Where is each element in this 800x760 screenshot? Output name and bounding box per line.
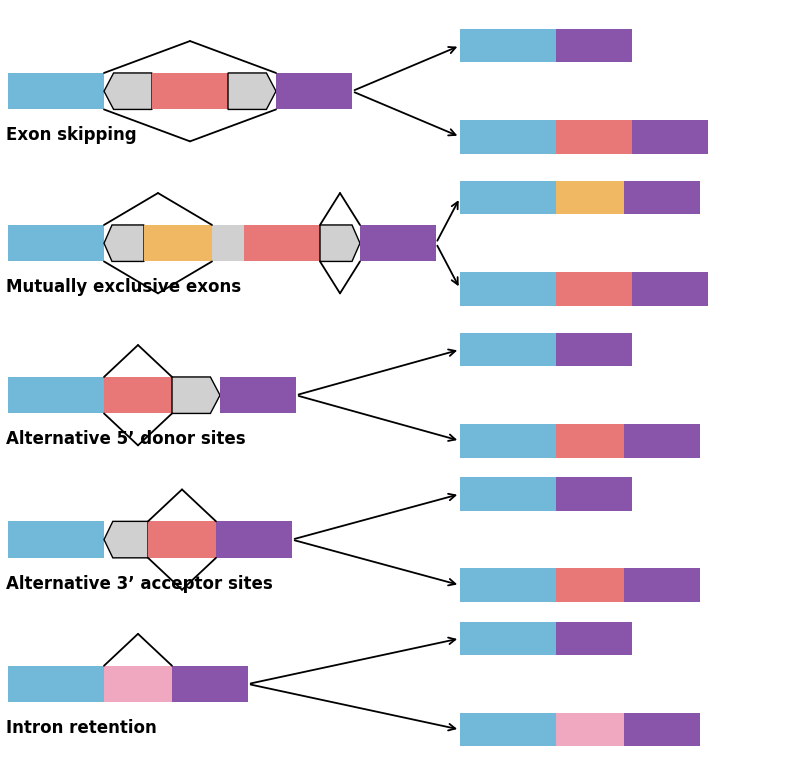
Text: Intron retention: Intron retention [6, 719, 157, 737]
Bar [624, 568, 700, 602]
Bar [148, 521, 216, 558]
Bar [632, 120, 708, 154]
Polygon shape [104, 225, 144, 261]
Bar [624, 424, 700, 458]
Bar [624, 713, 700, 746]
Text: Mutually exclusive exons: Mutually exclusive exons [6, 278, 242, 296]
Bar [624, 181, 700, 214]
Bar [556, 120, 632, 154]
Polygon shape [172, 377, 220, 413]
Bar [244, 225, 320, 261]
Bar [460, 272, 556, 306]
Polygon shape [104, 521, 148, 558]
Bar [556, 29, 632, 62]
Bar [460, 29, 556, 62]
Bar [460, 424, 556, 458]
Bar [460, 477, 556, 511]
Polygon shape [320, 225, 360, 261]
Bar [460, 181, 556, 214]
Bar [460, 713, 556, 746]
Polygon shape [228, 73, 276, 109]
Text: Alternative 3’ acceptor sites: Alternative 3’ acceptor sites [6, 575, 273, 593]
Bar [276, 73, 352, 109]
Bar [460, 622, 556, 655]
Text: Alternative 5’ donor sites: Alternative 5’ donor sites [6, 430, 246, 448]
Bar [632, 272, 708, 306]
Bar [8, 377, 104, 413]
Bar [460, 568, 556, 602]
Bar [152, 73, 228, 109]
Bar [556, 333, 632, 366]
Polygon shape [104, 73, 152, 109]
Bar [556, 568, 624, 602]
Bar [556, 424, 624, 458]
Bar [556, 713, 624, 746]
Bar [8, 73, 104, 109]
Bar [104, 666, 172, 702]
Text: Exon skipping: Exon skipping [6, 126, 137, 144]
Bar [220, 377, 296, 413]
Bar [172, 666, 248, 702]
Bar [460, 120, 556, 154]
Bar [556, 622, 632, 655]
Bar [216, 521, 292, 558]
Bar [360, 225, 436, 261]
Bar [8, 225, 104, 261]
Bar [144, 225, 212, 261]
Bar [8, 521, 104, 558]
Bar [556, 181, 624, 214]
Bar [460, 333, 556, 366]
Bar [556, 272, 632, 306]
Bar [212, 225, 244, 261]
Bar [8, 666, 104, 702]
Bar [556, 477, 632, 511]
Bar [104, 377, 172, 413]
